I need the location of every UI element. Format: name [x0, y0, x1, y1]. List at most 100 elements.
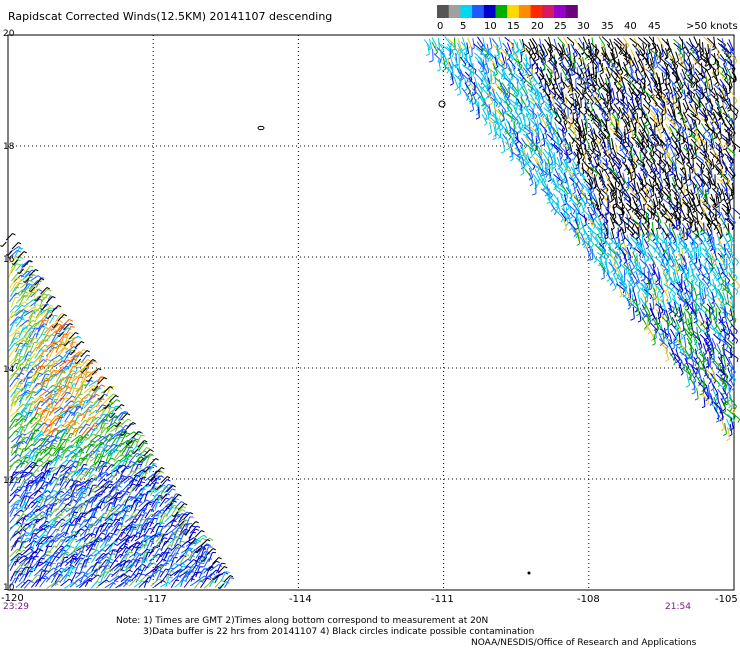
wind-barb	[25, 566, 33, 577]
wind-barb	[505, 101, 513, 114]
island-mark	[257, 125, 265, 131]
wind-barb	[655, 113, 660, 128]
legend-tick-label: 40	[624, 21, 637, 32]
wind-barb	[703, 339, 710, 352]
wind-barb	[170, 515, 180, 526]
wind-barb	[115, 525, 127, 536]
wind-barb	[30, 304, 41, 314]
wind-barb	[692, 58, 701, 69]
wind-barb	[725, 73, 735, 83]
wind-barb	[49, 373, 59, 382]
wind-barb	[652, 334, 656, 346]
wind-barb	[688, 76, 696, 89]
wind-barb	[726, 338, 735, 349]
wind-barb	[636, 247, 645, 259]
note-line-1: Note: 1) Times are GMT 2)Times along bot…	[116, 616, 489, 626]
wind-barb	[80, 471, 91, 482]
wind-barb	[727, 217, 735, 231]
wind-barb	[683, 364, 692, 374]
wind-barb	[20, 408, 28, 418]
wind-barb	[149, 458, 159, 466]
wind-barb	[103, 412, 115, 423]
wind-barb	[15, 403, 27, 412]
wind-barb	[664, 321, 670, 336]
wind-barb	[105, 406, 115, 418]
wind-barb	[659, 323, 664, 336]
wind-barb	[69, 341, 77, 352]
wind-barb	[671, 132, 678, 143]
wind-barb	[143, 551, 153, 563]
wind-barb	[97, 377, 108, 385]
wind-barb	[674, 187, 681, 200]
wind-barb	[609, 103, 615, 115]
wind-barb	[68, 506, 78, 518]
longitude-labels: -120 -117 -114 -111 -108 -105	[1, 593, 738, 605]
wind-barb	[179, 558, 192, 566]
wind-barb	[703, 237, 711, 252]
wind-barb	[645, 92, 652, 104]
wind-barb	[128, 528, 137, 538]
wind-barb	[44, 514, 52, 524]
wind-barb	[622, 37, 630, 49]
wind-barb	[64, 374, 72, 384]
wind-barb	[635, 51, 641, 63]
wind-barb	[722, 423, 727, 437]
wind-barb	[86, 376, 93, 382]
wind-barb	[486, 117, 495, 127]
wind-barb	[90, 580, 100, 589]
wind-barb	[456, 82, 461, 96]
wind-barb	[40, 377, 49, 388]
wind-barb	[722, 287, 733, 300]
wind-barb	[677, 253, 685, 265]
lat-label: 18	[3, 142, 15, 152]
wind-barb	[75, 441, 84, 453]
wind-barb	[173, 527, 182, 538]
wind-barb	[55, 474, 64, 484]
wind-barb	[540, 92, 545, 105]
wind-barb	[722, 203, 731, 214]
lon-label: -111	[431, 594, 454, 605]
wind-barb	[732, 276, 740, 290]
wind-barb	[145, 454, 154, 467]
wind-barb	[684, 183, 689, 197]
wind-barb	[633, 258, 638, 274]
wind-barb	[660, 72, 665, 85]
wind-barb	[670, 231, 677, 244]
wind-barb	[654, 56, 659, 69]
legend-tick-label: 20	[531, 21, 544, 32]
wind-barb	[25, 513, 37, 522]
wind-barb	[485, 48, 494, 62]
wind-barb	[48, 423, 57, 434]
wind-barb	[25, 337, 34, 347]
wind-barb	[662, 227, 668, 240]
wind-barb	[93, 493, 103, 502]
wind-barb	[133, 501, 143, 513]
wind-barb	[63, 427, 75, 438]
wind-barb	[674, 306, 685, 319]
wind-barb	[671, 298, 680, 310]
wind-barb	[582, 208, 590, 219]
legend-swatch	[472, 5, 485, 18]
wind-barb	[9, 316, 22, 326]
wind-barb	[726, 427, 731, 442]
wind-barb	[598, 77, 603, 90]
wind-barb	[172, 494, 182, 502]
wind-barb	[130, 508, 140, 517]
wind-barb	[104, 517, 113, 526]
wind-barb	[138, 483, 152, 493]
wind-barb	[94, 565, 104, 577]
wind-barb	[91, 552, 102, 563]
wind-barb	[99, 522, 108, 533]
wind-barb	[684, 46, 691, 58]
wind-barb	[696, 187, 704, 198]
wind-barb	[69, 461, 78, 472]
wind-barb	[704, 372, 712, 385]
wind-barb	[10, 481, 20, 492]
wind-barb	[28, 377, 39, 389]
wind-barb	[552, 127, 560, 140]
wind-barb	[212, 557, 222, 565]
wind-barb	[57, 314, 68, 322]
wind-barb	[65, 395, 76, 403]
wind-barb	[677, 43, 682, 56]
wind-barb	[712, 206, 721, 219]
